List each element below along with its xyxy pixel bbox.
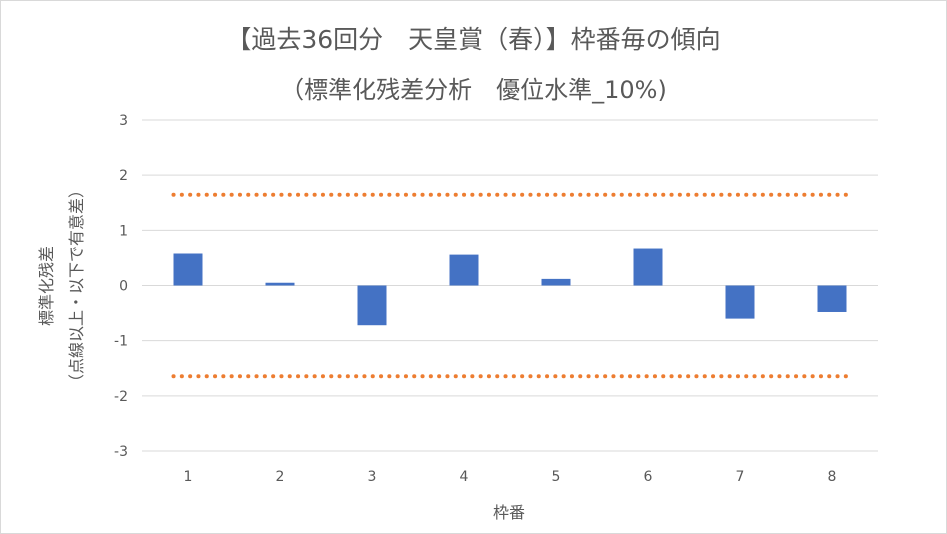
x-tick-label: 2 (276, 469, 285, 485)
bar (725, 285, 755, 319)
bar (633, 248, 663, 286)
y-tick-label: -1 (114, 334, 128, 350)
y-tick-label: 0 (119, 279, 128, 295)
x-axis-title: 枠番 (493, 503, 525, 522)
chart-subtitle: （標準化残差分析 優位水準_10%) (280, 76, 667, 104)
bar (357, 285, 387, 326)
x-tick-label: 3 (368, 469, 377, 485)
x-tick-label: 4 (460, 469, 469, 485)
chart-title: 【過去36回分 天皇賞（春）】枠番毎の傾向 (226, 25, 721, 54)
y-tick-label: -2 (114, 389, 128, 405)
y-tick-label: 1 (119, 223, 128, 239)
x-tick-label: 6 (644, 469, 653, 485)
x-tick-label: 1 (184, 469, 193, 485)
x-tick-label: 5 (552, 469, 561, 485)
y-axis-title: 標準化残差 （点線以上・以下で有意差） (37, 182, 86, 390)
x-tick-label: 8 (828, 469, 837, 485)
y-axis-title-line1: 標準化残差 (37, 246, 56, 326)
bar (541, 278, 571, 286)
x-tick-label: 7 (736, 469, 745, 485)
y-tick-label: -3 (114, 444, 128, 460)
bar (265, 282, 295, 286)
bar (817, 285, 847, 312)
y-tick-label: 3 (119, 113, 128, 129)
bar (173, 253, 203, 286)
y-tick-label: 2 (119, 168, 128, 184)
bar (449, 254, 479, 286)
y-axis-title-line2: （点線以上・以下で有意差） (67, 182, 86, 390)
